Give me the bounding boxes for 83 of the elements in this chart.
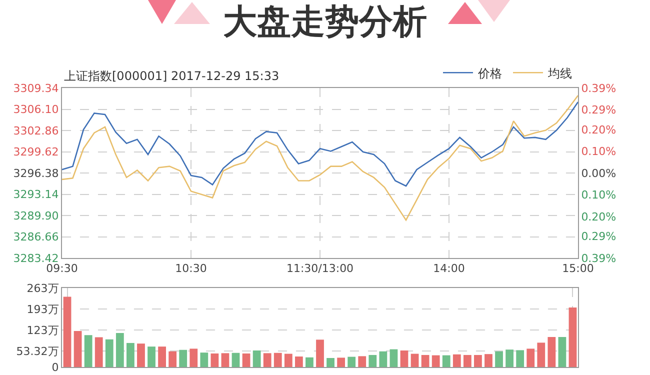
bar (537, 342, 546, 367)
y-tick-label: 3306.10 (13, 103, 59, 116)
y-tick-label: 263万 (26, 282, 59, 295)
bar (158, 346, 166, 367)
bar (506, 350, 514, 367)
legend-label: 均线 (547, 66, 572, 80)
bar (179, 350, 188, 367)
bar (495, 351, 503, 367)
bar (137, 344, 145, 367)
y2-tick-label: 0.20% (581, 210, 616, 224)
x-tick-label: 09:30 (46, 262, 78, 276)
bar (390, 349, 398, 367)
x-tick-label: 11:30/13:00 (286, 262, 354, 276)
bar (84, 335, 92, 367)
bar (190, 348, 198, 367)
bar (148, 346, 156, 367)
bar (358, 356, 366, 367)
bar (242, 353, 250, 367)
bar (558, 336, 566, 367)
y-tick-label: 3293.14 (13, 188, 59, 202)
y2-tick-label: 0.29% (581, 104, 616, 117)
bar (442, 355, 450, 367)
bar (400, 350, 408, 367)
bar (126, 342, 134, 367)
bar (326, 358, 334, 367)
y2-tick-label: 0.39% (581, 252, 616, 265)
bar (432, 355, 440, 367)
bar (379, 351, 388, 367)
y-tick-label: 0 (52, 360, 59, 374)
bar (105, 339, 114, 367)
y-tick-label: 53.32万 (16, 344, 59, 358)
bar (200, 352, 208, 367)
bar (221, 353, 230, 367)
y-tick-label: 3296.38 (13, 166, 59, 180)
bar (252, 350, 261, 367)
bar (568, 308, 577, 367)
bar (274, 352, 282, 367)
x-tick-label: 10:30 (175, 262, 207, 276)
y2-tick-label: 0.00% (581, 166, 616, 180)
chart-subtitle: 上证指数[000001] 2017-12-29 15:33 (64, 69, 280, 83)
x-tick-label: 15:00 (562, 262, 594, 276)
bar (263, 353, 272, 367)
y-tick-label: 3309.34 (13, 82, 59, 95)
y2-tick-label: 0.29% (581, 230, 616, 244)
y-tick-label: 3302.86 (13, 124, 59, 138)
legend-label: 价格 (477, 66, 502, 80)
line-series (62, 94, 578, 221)
bar (306, 357, 314, 367)
bar (410, 354, 419, 367)
y-tick-label: 123万 (26, 324, 59, 337)
bar (548, 336, 556, 367)
bar (294, 356, 303, 367)
bar (74, 330, 82, 367)
bar (348, 356, 356, 367)
bar (316, 340, 324, 367)
bar (368, 354, 377, 367)
bar (94, 337, 103, 367)
bar (210, 353, 219, 367)
y2-tick-label: 0.20% (581, 123, 616, 136)
bar (463, 354, 472, 367)
x-tick-label: 14:00 (433, 262, 465, 276)
y-tick-label: 3286.66 (13, 230, 59, 244)
y2-tick-label: 0.39% (581, 82, 616, 95)
bar (421, 354, 430, 367)
bar (232, 352, 240, 367)
bar (63, 296, 72, 367)
bar (116, 333, 124, 367)
y-tick-label: 3299.62 (13, 146, 59, 159)
line-series (62, 101, 578, 187)
bar (526, 348, 535, 367)
bar (452, 354, 461, 367)
y-tick-label: 3289.90 (13, 209, 59, 222)
y-tick-label: 3283.42 (13, 252, 59, 265)
bar (516, 350, 524, 367)
y-tick-label: 193万 (26, 302, 59, 316)
chart-title: 大盘走势分析 (222, 1, 428, 44)
y2-tick-label: 0.10% (581, 188, 616, 202)
bar (284, 354, 292, 367)
bar (474, 354, 482, 367)
bar (484, 354, 492, 367)
y2-tick-label: 0.10% (581, 145, 616, 158)
bar (337, 358, 346, 367)
bar (168, 351, 177, 367)
